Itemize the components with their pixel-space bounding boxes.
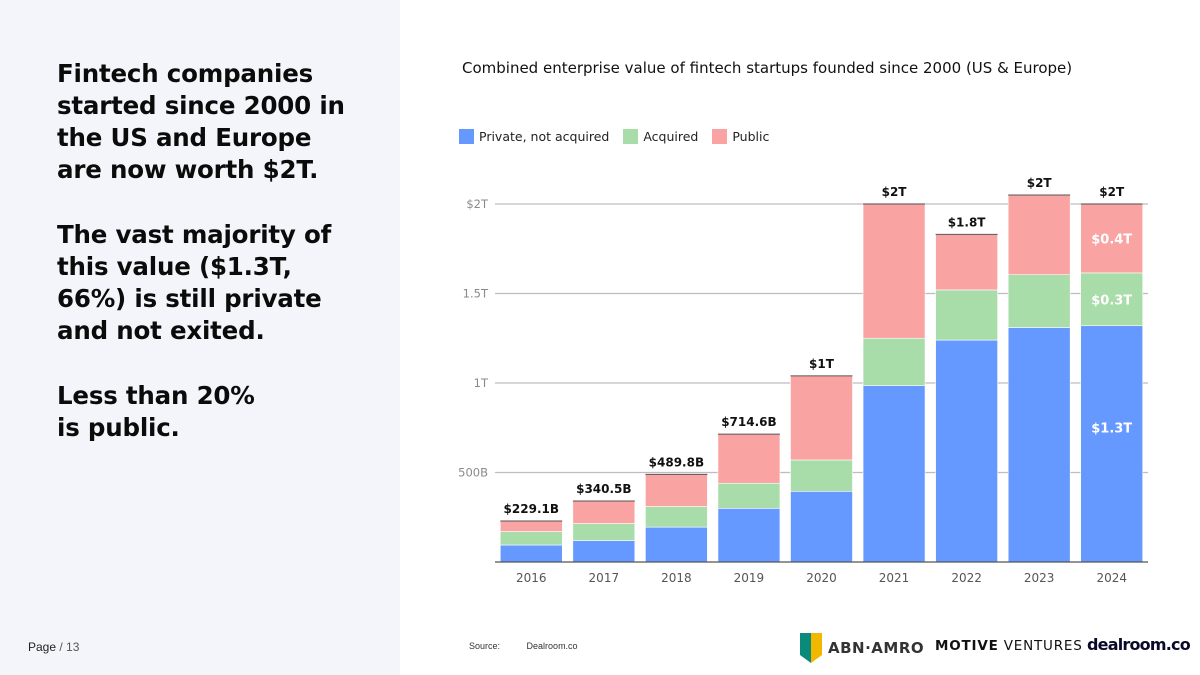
legend-swatch-public — [712, 129, 728, 144]
source-value: Dealroom.co — [526, 641, 578, 651]
bar-segment-label: $0.4T — [1091, 232, 1132, 247]
headline-paragraph-2: The vast majority of this value ($1.3T, … — [57, 220, 332, 345]
legend-item-public: Public — [712, 129, 769, 144]
bar-total-label: $1.8T — [948, 215, 987, 229]
x-tick-label: 2019 — [734, 571, 765, 585]
y-tick-label: 1T — [474, 376, 489, 390]
page-total: / 13 — [59, 640, 80, 654]
headline-paragraph-3-line-2: is public. — [57, 413, 180, 442]
x-tick-label: 2024 — [1096, 571, 1127, 585]
bar-segment-private — [935, 339, 998, 563]
bar-segment-acquired — [645, 506, 708, 528]
legend-swatch-acquired — [623, 129, 639, 144]
bar-total-label: $1T — [809, 357, 835, 371]
x-tick-label: 2017 — [589, 571, 620, 585]
bar-segment-label: $1.3T — [1091, 421, 1132, 436]
bar-segment-acquired — [572, 523, 636, 541]
legend-item-private: Private, not acquired — [459, 129, 609, 144]
bar-segment-public — [790, 375, 853, 461]
bar-segment-acquired — [1007, 274, 1071, 328]
abn-amro-wordmark: ABN·AMRO — [828, 639, 925, 657]
footer-source: Source: Dealroom.co — [469, 641, 578, 651]
y-tick-label: 1.5T — [463, 287, 489, 301]
legend-swatch-private — [459, 129, 474, 144]
bar-segment-acquired — [717, 482, 781, 509]
bar-segment-acquired — [935, 289, 998, 341]
headline-paragraph-1: Fintech companies started since 2000 in … — [57, 59, 345, 184]
source-label: Source: — [469, 641, 501, 651]
legend-label-public: Public — [732, 129, 770, 144]
dealroom-logo: dealroom.co — [1087, 635, 1191, 654]
x-tick-label: 2023 — [1024, 571, 1055, 585]
y-tick-label: $2T — [466, 197, 489, 211]
bar-segment-public — [499, 520, 563, 532]
bar-segment-public — [717, 433, 781, 484]
page-number: Page / 13 — [28, 640, 79, 654]
x-tick-label: 2018 — [661, 571, 692, 585]
legend-label-private: Private, not acquired — [479, 129, 610, 144]
bar-segment-private — [645, 526, 708, 563]
left-panel — [0, 0, 400, 675]
chart-title: Combined enterprise value of fintech sta… — [462, 59, 1073, 77]
bar-segment-acquired — [790, 459, 853, 492]
bar-segment-private — [499, 544, 563, 563]
motive-ventures-logo: MOTIVE VENTURES — [935, 638, 1083, 654]
bar-segment-private — [717, 507, 781, 563]
bar-segment-public — [572, 500, 636, 524]
bar-segment-acquired — [862, 337, 926, 386]
bar-total-label: $2T — [882, 185, 908, 199]
bar-total-label: $340.5B — [576, 482, 631, 496]
legend-item-acquired: Acquired — [623, 129, 698, 144]
bar-segment-private — [862, 385, 926, 563]
bar-segment-public — [1007, 194, 1071, 276]
bar-segment-public — [862, 203, 926, 339]
x-tick-label: 2020 — [806, 571, 837, 585]
x-tick-label: 2022 — [951, 571, 982, 585]
legend-label-acquired: Acquired — [643, 129, 699, 144]
bar-total-label: $229.1B — [504, 502, 559, 516]
bar-total-label: $489.8B — [649, 455, 704, 469]
chart-legend: Private, not acquired Acquired Public — [459, 129, 773, 144]
x-tick-label: 2016 — [516, 571, 547, 585]
bar-total-label: $714.6B — [721, 415, 776, 429]
bar-segment-private — [1080, 325, 1144, 563]
y-tick-label: 500B — [458, 466, 488, 480]
bar-segment-acquired — [499, 531, 563, 546]
bar-segment-label: $0.3T — [1091, 293, 1132, 308]
abn-amro-shield-icon — [800, 633, 822, 663]
stacked-bar-chart: 500B 1T 1.5T $2T $229.1B 2016 $340.5B 2017 $489.… — [458, 176, 1148, 585]
bar-total-label: $2T — [1027, 176, 1053, 190]
motive-wordmark: MOTIVE — [935, 638, 999, 654]
headline-paragraph-3-line-1: Less than 20% — [57, 381, 255, 410]
headline: Fintech companies started since 2000 in … — [57, 58, 357, 477]
bar-segment-public — [645, 474, 708, 507]
bar-segment-private — [1007, 327, 1071, 563]
bar-segment-private — [790, 490, 853, 563]
bar-segment-acquired — [1080, 272, 1144, 327]
bar-segment-public — [1080, 203, 1144, 274]
headline-paragraph-3: Less than 20% is public. — [57, 380, 357, 444]
x-tick-label: 2021 — [879, 571, 910, 585]
ventures-wordmark: VENTURES — [1003, 638, 1083, 654]
page-label: Page — [28, 640, 57, 654]
bar-total-label: $2T — [1099, 185, 1125, 199]
abn-amro-logo: ABN·AMRO — [800, 633, 924, 663]
bar-segment-private — [572, 540, 636, 563]
bar-segment-public — [935, 234, 998, 291]
